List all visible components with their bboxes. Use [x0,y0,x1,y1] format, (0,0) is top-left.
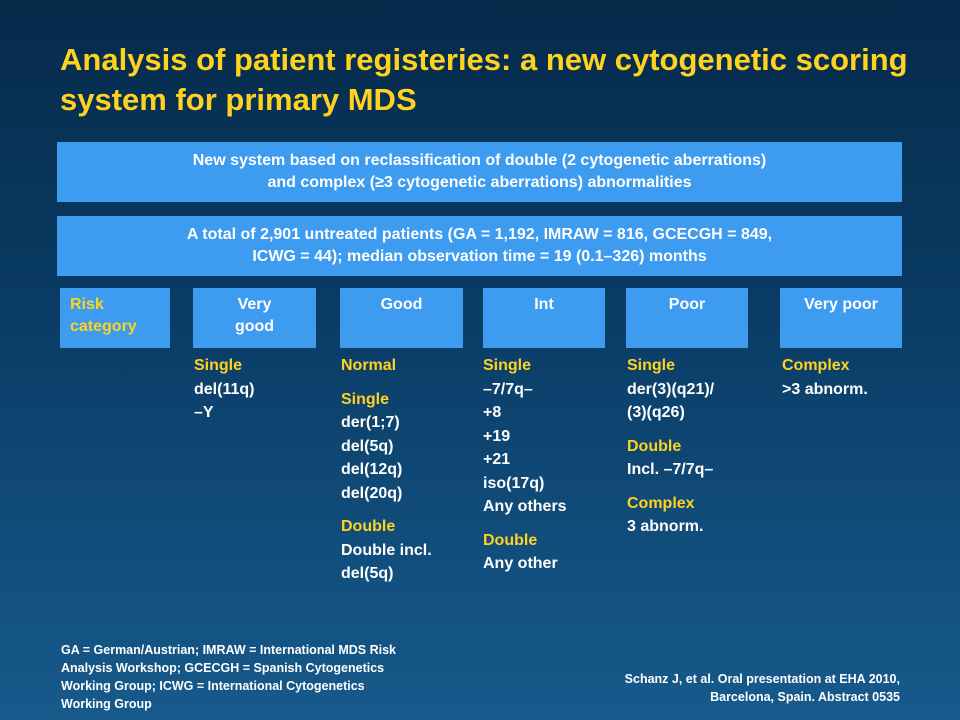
abnormality-item: der(1;7) [341,414,400,431]
abnormality-item: +21 [483,451,511,468]
header-label: Int [534,296,554,313]
abnormality-item: +8 [483,404,502,421]
abnormality-item: iso(17q) [483,474,545,492]
banner-line: New system based on reclassification of … [192,152,767,169]
column-very-good: Single del(11q) –Y [194,354,334,425]
header-poor: Poor [626,288,748,348]
column-very-poor: Complex >3 abnorm. [782,354,922,401]
footnote-line: Working Group [61,697,152,711]
abnormality-item: Incl. –7/7q– [627,461,714,478]
header-very-good: Very good [193,288,316,348]
abnormality-item: del(12q) [341,461,403,478]
header-label: Very poor [804,296,878,313]
header-good: Good [340,288,463,348]
banner-line: ICWG = 44); median observation time = 19… [252,248,707,265]
abnormality-item: del(5q) [341,437,394,455]
abnormality-item: +19 [483,427,511,445]
category-label: Single [483,357,532,374]
header-label: Poor [668,296,706,313]
abnormality-item: –7/7q– [483,380,533,398]
category-label: Normal [341,357,397,374]
header-label: Good [380,296,423,313]
abnormality-item: (3)(q26) [627,404,685,421]
abnormality-item: del(5q) [341,565,394,582]
column-int: Single –7/7q– +8 +19 +21 iso(17q) Any ot… [483,354,623,576]
column-poor: Single der(3)(q21)/ (3)(q26) Double Incl… [627,354,772,539]
header-label: category [70,318,137,335]
header-int: Int [483,288,605,348]
abnormality-item: >3 abnorm. [782,380,868,398]
patients-banner: A total of 2,901 untreated patients (GA … [57,216,902,276]
header-risk-category: Risk category [60,288,170,348]
header-label: Risk [70,296,104,313]
header-label: good [234,318,275,335]
citation-line: Barcelona, Spain. Abstract 0535 [710,690,900,704]
abnormality-item: der(3)(q21)/ [627,380,715,398]
banner-line: A total of 2,901 untreated patients (GA … [186,226,773,243]
category-label: Double [483,531,538,549]
category-label: Double [341,518,396,535]
abnormality-item: Any others [483,498,567,515]
footnote-line: GA = German/Austrian; IMRAW = Internatio… [61,643,397,657]
footnote-line: Working Group; ICWG = International Cyto… [61,679,365,693]
header-label: Very [237,296,272,313]
abnormality-item: –Y [194,404,214,421]
citation: Schanz J, et al. Oral presentation at EH… [520,670,900,706]
abnormality-item: 3 abnorm. [627,518,704,535]
citation-line: Schanz J, et al. Oral presentation at EH… [624,672,900,686]
reclassification-banner: New system based on reclassification of … [57,142,902,202]
category-label: Double [627,437,682,455]
abbreviations-footnote: GA = German/Austrian; IMRAW = Internatio… [61,641,531,713]
abnormality-item: Any other [483,555,558,572]
category-label: Complex [782,357,850,374]
banner-line: and complex (≥3 cytogenetic aberrations)… [267,174,692,191]
category-label: Complex [627,494,695,512]
header-very-poor: Very poor [780,288,902,348]
column-good: Normal Single der(1;7) del(5q) del(12q) … [341,354,481,586]
footnote-line: Analysis Workshop; GCECGH = Spanish Cyto… [61,661,385,675]
abnormality-item: del(11q) [194,380,255,398]
category-label: Single [194,357,243,374]
category-label: Single [627,357,676,374]
slide-title: Analysis of patient registeries: a new c… [60,42,908,117]
abnormality-item: Double incl. [341,541,432,559]
abnormality-item: del(20q) [341,484,403,502]
category-label: Single [341,390,390,408]
